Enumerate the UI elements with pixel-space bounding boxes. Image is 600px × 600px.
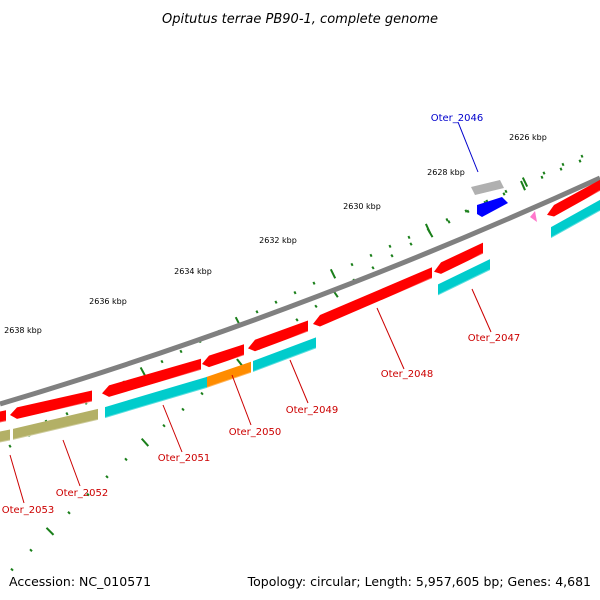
minor-tick: [466, 209, 470, 214]
inner-minor-tick: [407, 235, 411, 240]
gene-oter-2051-feature: [104, 376, 208, 420]
gene-features: [0, 179, 600, 444]
gene-oter-2046-feature: [477, 197, 508, 217]
inner-minor-tick: [8, 444, 12, 448]
callout-line: [376, 307, 405, 370]
scale-label: 2636 kbp: [89, 297, 127, 306]
gene-label-oter-2048: Oter_2048: [381, 369, 434, 380]
scale-labels: 2626 kbp 2628 kbp 2630 kbp 2632 kbp 2634 kbp…: [4, 133, 547, 335]
inner-minor-tick: [293, 290, 297, 295]
gene-label-oter-2053: Oter_2053: [2, 505, 55, 516]
inner-major-tick: [424, 223, 432, 234]
gene-label-oter-2052: Oter_2052: [56, 488, 109, 499]
inner-minor-tick: [312, 281, 316, 285]
gene-oter-2051-upper-feature: [102, 358, 202, 400]
major-tick: [45, 527, 55, 536]
minor-tick: [542, 171, 546, 175]
gene-oter-2053-upper-feature: [0, 410, 7, 424]
minor-tick: [105, 475, 109, 479]
inner-minor-tick: [65, 412, 69, 416]
minor-tick: [200, 391, 204, 396]
major-tick: [521, 177, 529, 188]
gene-oter-2052-upper-feature: [10, 390, 93, 422]
page-title: Opitutus terrae PB90-1, complete genome: [162, 12, 438, 27]
minor-tick: [181, 407, 185, 412]
gene-oter-2049-upper-feature: [248, 320, 309, 355]
gene-label-oter-2047: Oter_2047: [468, 333, 521, 344]
major-tick: [140, 437, 150, 447]
callout-line: [162, 404, 183, 453]
callout-line: [457, 121, 479, 173]
inner-minor-tick: [350, 262, 354, 267]
gene-callouts: Oter_2046 Oter_2047 Oter_2048 Oter_2049 Oter…: [2, 113, 521, 516]
minor-tick: [29, 548, 33, 552]
gene-label-oter-2050: Oter_2050: [229, 427, 282, 438]
inner-minor-tick: [369, 253, 373, 258]
inner-minor-tick: [274, 300, 278, 304]
inner-minor-tick: [540, 175, 544, 179]
minor-tick: [447, 220, 451, 224]
minor-tick: [86, 492, 90, 497]
inner-minor-tick: [445, 218, 449, 222]
minor-tick: [295, 318, 299, 322]
gene-oter-2047-feature: [434, 242, 484, 279]
gene-oter-2050-upper-feature: [202, 344, 245, 371]
pink-feature: [530, 211, 537, 222]
gene-oter-2048-feature: [313, 267, 433, 331]
minor-tick: [580, 154, 584, 158]
genome-summary-text: Topology: circular; Length: 5,957,605 bp…: [247, 574, 591, 589]
accession-text: Accession: NC_010571: [9, 574, 151, 589]
scale-label: 2638 kbp: [4, 326, 42, 335]
genome-backbone: [0, 175, 600, 407]
gene-oter-2053-feature: [0, 429, 11, 444]
scale-label: 2628 kbp: [427, 168, 465, 177]
minor-tick: [124, 457, 128, 462]
scale-label: 2630 kbp: [343, 202, 381, 211]
minor-tick: [10, 567, 14, 572]
gene-oter-2047-rna-feature: [437, 259, 491, 297]
inner-minor-tick: [388, 244, 392, 249]
scale-label: 2634 kbp: [174, 267, 212, 276]
inner-minor-tick: [464, 209, 468, 213]
gene-oter-2046-gray-feature: [471, 180, 504, 195]
inner-minor-tick: [255, 310, 259, 314]
minor-tick: [561, 162, 565, 167]
gene-oter-2050-feature: [205, 361, 252, 390]
minor-tick: [409, 242, 413, 246]
minor-tick: [371, 266, 375, 270]
callout-line: [62, 439, 81, 487]
minor-tick: [390, 254, 394, 258]
callout-line: [231, 374, 252, 426]
inner-minor-tick: [502, 192, 506, 196]
minor-tick: [504, 189, 508, 194]
inner-minor-tick: [160, 359, 164, 364]
callout-line: [9, 454, 25, 504]
inner-minor-tick: [578, 159, 582, 163]
scale-label: 2626 kbp: [509, 133, 547, 142]
minor-tick: [314, 304, 318, 309]
scale-label: 2632 kbp: [259, 236, 297, 245]
inner-major-tick: [520, 180, 526, 191]
inner-minor-tick: [179, 349, 183, 354]
callout-line: [471, 288, 492, 333]
gene-label-oter-2046: Oter_2046: [431, 113, 484, 124]
gene-label-oter-2049: Oter_2049: [286, 405, 339, 416]
callout-line: [289, 359, 309, 404]
gene-cyan-feature-a: [550, 199, 600, 240]
minor-tick: [67, 511, 71, 515]
scale-ticks: [8, 154, 584, 572]
minor-tick: [162, 423, 166, 428]
gene-label-oter-2051: Oter_2051: [158, 453, 211, 464]
gene-oter-2045-feature: [547, 179, 600, 222]
gene-oter-2052-feature: [12, 408, 99, 441]
inner-minor-tick: [559, 167, 563, 171]
inner-major-tick: [139, 366, 147, 377]
gene-oter-2049-feature: [252, 337, 317, 373]
inner-major-tick: [329, 268, 337, 279]
